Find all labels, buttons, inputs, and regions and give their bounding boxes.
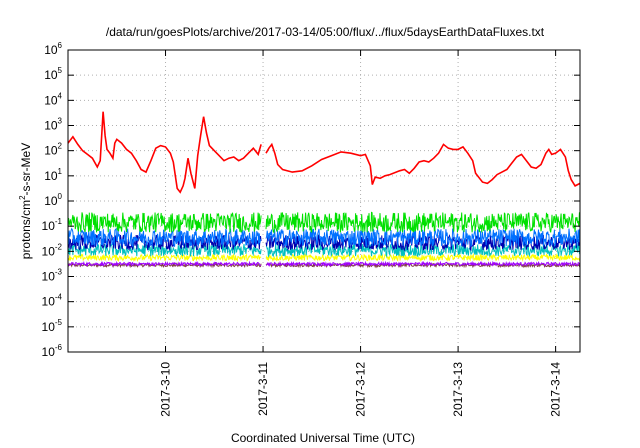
y-tick-label: 102 [44,142,62,158]
x-tick-label: 2017-3-11 [256,362,270,416]
grid-lines [68,50,580,352]
y-tick-label: 106 [44,41,62,57]
y-tick-label-exp: 4 [58,91,63,100]
y-axis-label-sup: 2 [18,195,27,200]
x-axis-label: Coordinated Universal Time (UTC) [231,431,415,445]
y-axis-label-base: protons/cm [19,200,33,259]
y-axis-label: protons/cm2-s-sr-MeV [18,143,33,259]
y-tick-label-base: 10 [44,194,58,208]
y-tick-label: 10-2 [42,242,63,258]
y-tick-label-base: 10 [42,244,56,258]
y-tick-label-base: 10 [42,295,56,309]
y-tick-label-base: 10 [44,93,58,107]
y-tick-label-exp: 1 [58,167,63,176]
x-tick-label: 2017-3-12 [354,362,368,417]
axis-ticks [68,49,580,353]
y-tick-labels: 10-610-510-410-310-210-11001011021031041… [42,41,63,359]
series-line-red [67,111,581,194]
y-tick-label: 10-4 [42,293,63,309]
y-tick-label-exp: -2 [55,242,63,251]
y-tick-label-base: 10 [42,219,56,233]
series-line [67,242,262,257]
y-tick-label-exp: -1 [55,217,63,226]
y-tick-label-exp: 2 [58,142,63,151]
y-tick-label: 101 [44,167,62,183]
x-tick-label: 2017-3-10 [159,362,173,417]
y-tick-label: 100 [44,192,62,208]
y-tick-label-base: 10 [44,144,58,158]
y-tick-label-base: 10 [44,43,58,57]
y-tick-label-exp: 6 [58,41,63,50]
y-tick-label-exp: -5 [55,318,63,327]
series-line [67,212,262,233]
y-tick-label-base: 10 [44,68,58,82]
y-tick-label: 10-3 [42,268,63,284]
y-tick-label: 103 [44,117,62,133]
x-tick-labels: 2017-3-10 2017-3-11 2017-3-12 2017-3-13 2017… [159,362,563,417]
y-tick-label: 105 [44,66,62,82]
y-tick-label-base: 10 [42,345,56,359]
x-tick-label: 2017-3-13 [451,362,465,417]
y-tick-label-base: 10 [42,320,56,334]
y-tick-label: 10-5 [42,318,63,334]
series-lines [67,111,581,269]
series-line [67,227,262,248]
series-line [265,260,581,268]
series-line [265,227,581,248]
series-line [67,260,262,268]
y-tick-label-base: 10 [44,169,58,183]
series-line [67,253,262,263]
series-line [265,211,581,234]
x-tick-label: 2017-3-14 [549,362,563,417]
y-tick-label-exp: -3 [55,268,63,277]
y-tick-label: 104 [44,91,62,107]
y-tick-label: 10-1 [42,217,63,233]
y-tick-label-exp: 5 [58,66,63,75]
y-tick-label-exp: -6 [55,343,63,352]
y-tick-label-exp: 0 [58,192,63,201]
y-axis-label-rest: -s-sr-MeV [19,143,33,196]
y-tick-label-exp: -4 [55,293,63,302]
chart-title: /data/run/goesPlots/archive/2017-03-14/0… [106,25,545,39]
y-tick-label-base: 10 [42,270,56,284]
y-tick-label: 10-6 [42,343,63,359]
series-line [265,252,581,263]
series-line [265,233,581,252]
y-tick-label-exp: 3 [58,117,63,126]
y-tick-label-base: 10 [44,119,58,133]
